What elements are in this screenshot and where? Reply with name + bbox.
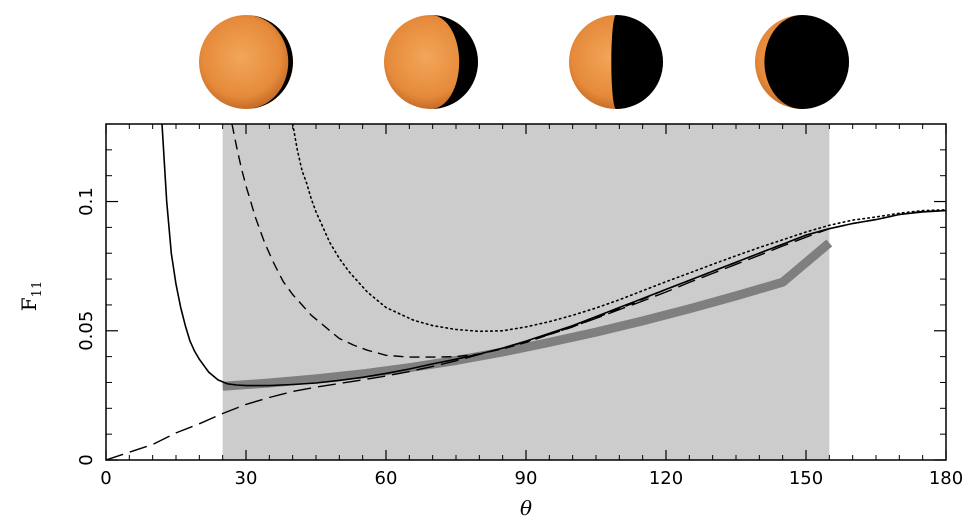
- x-tick-label: 90: [515, 468, 538, 489]
- y-axis-title: F11: [17, 281, 45, 311]
- series-line-thick-gray: [222, 239, 833, 391]
- y-tick-label: 0: [76, 454, 97, 465]
- lit-disk: [384, 15, 478, 109]
- plot-area: 0 30 60 90 120 150 180 0 0.05 0.1: [76, 123, 963, 489]
- shadow-region: [431, 15, 478, 109]
- x-tick-label: 180: [929, 468, 963, 489]
- x-tick-label: 60: [375, 468, 398, 489]
- lit-disk: [199, 15, 293, 109]
- moon-phase-crescent-icon: [199, 15, 293, 109]
- moon-phase-half-icon: [569, 15, 663, 109]
- series-line-long-dashed: [106, 228, 830, 460]
- phase-image-row: [199, 15, 849, 109]
- series-line-dotted: [291, 124, 946, 333]
- shadow-region: [611, 15, 663, 109]
- x-tick-label: 30: [235, 468, 258, 489]
- series-line-dashed: [231, 124, 946, 358]
- y-axis-title-subscript: 11: [30, 281, 45, 298]
- x-tick-label: 150: [789, 468, 823, 489]
- x-axis-title: θ: [520, 496, 532, 520]
- moon-phase-gibbous-icon: [755, 15, 849, 109]
- shadow-region: [764, 15, 849, 109]
- y-tick-label: 0.05: [76, 311, 97, 351]
- shaded-region: [222, 124, 830, 460]
- x-tick-label: 120: [649, 468, 683, 489]
- moon-phase-thin-icon: [384, 15, 478, 109]
- y-tick-label: 0.1: [76, 187, 97, 216]
- y-axis-title-main: F: [17, 297, 41, 311]
- x-tick-label: 0: [100, 468, 111, 489]
